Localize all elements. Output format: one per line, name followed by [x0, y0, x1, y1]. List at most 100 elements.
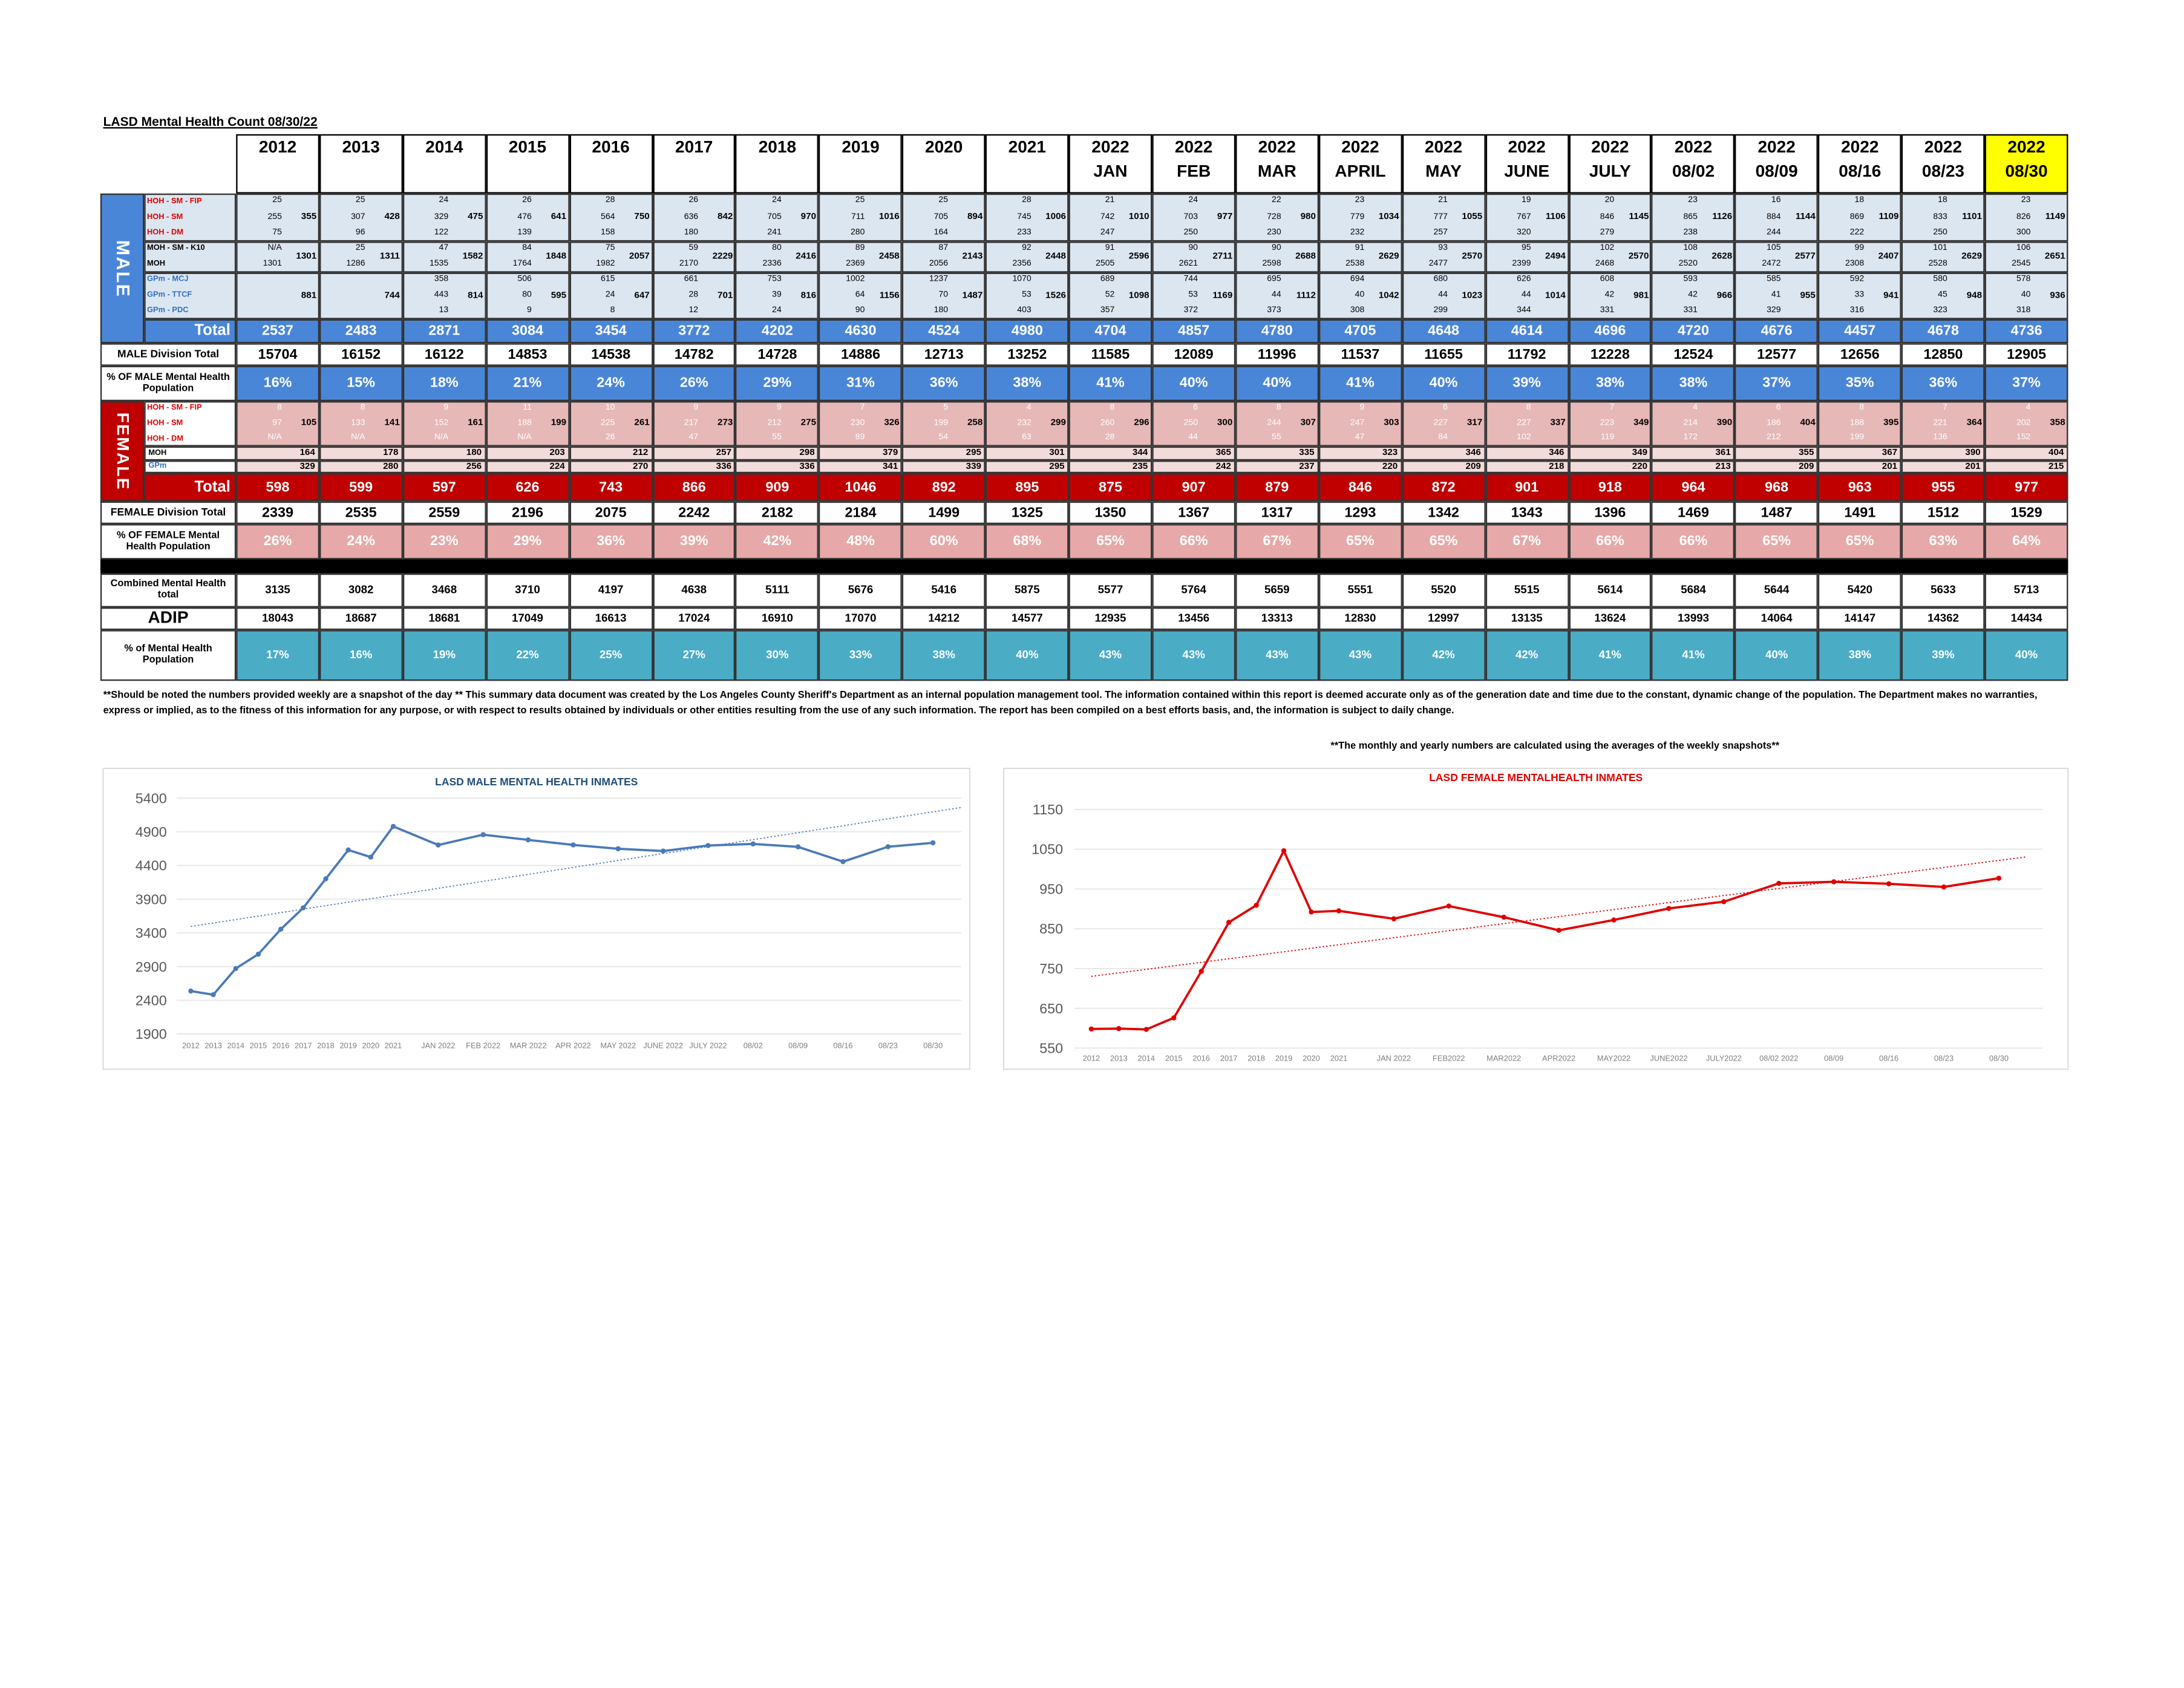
sub-value: 11 [523, 404, 532, 413]
x-tick-label: 2015 [250, 1041, 267, 1050]
data-point [1886, 881, 1892, 886]
group-sum: 404 [1800, 419, 1816, 429]
sub-value: 97 [272, 419, 282, 428]
sub-value: 93 [1438, 244, 1448, 254]
value-cell: 11585 [1068, 343, 1152, 366]
value-cell: 12524 [1652, 343, 1735, 366]
value-cell: 5713 [1984, 573, 2068, 607]
header-cell [1235, 134, 1319, 194]
value-cell: 846 [1318, 473, 1402, 502]
sub-value: 26 [605, 434, 615, 443]
value-cell: 599 [319, 473, 403, 502]
sub-value: 80 [772, 244, 782, 254]
sub-value: 8 [1276, 404, 1281, 413]
header-cell [319, 134, 403, 194]
sub-value: 742 [1100, 212, 1115, 221]
data-point [233, 966, 238, 972]
sub-value: 244 [1267, 419, 1281, 428]
chart-frame [102, 768, 970, 1070]
group-cell [486, 193, 569, 242]
data-point [1281, 848, 1287, 854]
group-cell [402, 401, 486, 447]
value-cell: 29% [736, 365, 819, 402]
sub-value: 33 [1854, 291, 1865, 300]
x-tick-label: JUNE2022 [1650, 1053, 1687, 1062]
sub-value: 232 [1017, 419, 1032, 428]
sub-value: 308 [1350, 307, 1365, 316]
value-cell: 4678 [1901, 319, 1985, 344]
value-cell: 2184 [819, 501, 903, 525]
value-cell: 3468 [402, 573, 486, 607]
x-tick-label: JUNE 2022 [643, 1041, 683, 1050]
sub-value: 2621 [1179, 260, 1198, 269]
group-sum: 2570 [1462, 252, 1483, 262]
sub-value: 331 [1683, 307, 1698, 316]
value-cell: 341 [819, 459, 903, 474]
group-sum: 2629 [1378, 252, 1399, 262]
group-cell [1901, 193, 1985, 242]
group-cell [402, 241, 486, 273]
sub-value: 28 [1022, 197, 1032, 206]
data-point [660, 848, 666, 854]
value-cell: 39% [1901, 630, 1985, 681]
data-point [1391, 916, 1397, 921]
chart-title: LASD MALE MENTAL HEALTH INMATES [435, 776, 638, 788]
sub-value: 6 [1193, 404, 1198, 413]
value-cell: 11792 [1485, 343, 1569, 366]
value-cell: 213 [1652, 459, 1735, 474]
data-point [255, 951, 261, 957]
group-sum: 1145 [1629, 212, 1649, 223]
x-tick-label: 08/02 2022 [1759, 1053, 1798, 1062]
value-cell: 41% [1652, 630, 1735, 681]
value-cell: 1396 [1568, 501, 1652, 525]
sub-value: 20 [1604, 197, 1615, 206]
sub-value: 244 [1767, 229, 1781, 238]
group-cell [1485, 193, 1569, 242]
data-point [1501, 914, 1506, 920]
x-tick-label: 2018 [317, 1041, 335, 1050]
value-cell: 37% [1734, 365, 1819, 402]
value-cell: 43% [1152, 630, 1235, 681]
row-sublabel: GPm - MCJ [147, 276, 189, 285]
sub-value: 2528 [1928, 260, 1947, 269]
sub-value: 2598 [1262, 260, 1281, 269]
group-cell [402, 193, 486, 242]
sub-value: 2308 [1845, 260, 1865, 269]
sub-value: 25 [355, 244, 365, 254]
sub-value: 64 [855, 291, 865, 300]
value-cell: 4638 [652, 573, 736, 607]
row-sublabel: MOH [147, 260, 166, 269]
value-cell: 14362 [1901, 607, 1985, 630]
sub-value: 744 [1183, 275, 1198, 284]
sub-value: 75 [605, 244, 615, 254]
value-cell: 346 [1402, 446, 1485, 460]
sub-value: 1301 [263, 260, 282, 269]
value-cell: 14886 [819, 343, 903, 366]
sub-value: 2505 [1096, 260, 1115, 269]
sub-value: 41 [1771, 291, 1781, 300]
group-cell [1402, 193, 1485, 242]
section-band: FEMALE [100, 401, 145, 502]
group-cell [1984, 193, 2068, 242]
x-tick-label: JULY2022 [1706, 1053, 1742, 1062]
group-cell [1402, 241, 1485, 273]
value-cell: 21% [486, 365, 569, 402]
value-cell: 16122 [402, 343, 486, 366]
group-cell [819, 272, 903, 319]
sub-value: 615 [601, 275, 615, 284]
sub-value: 745 [1017, 212, 1032, 221]
sub-value: 10 [605, 404, 615, 413]
row-label: GPm [144, 459, 237, 474]
header-cell [986, 134, 1069, 194]
group-sum: 948 [1966, 290, 1983, 301]
sub-value: 40 [2021, 291, 2031, 300]
header-year: 2017 [675, 137, 713, 158]
sub-value: 2472 [1762, 260, 1781, 269]
x-tick-label: 2020 [1303, 1053, 1320, 1062]
header-cell [1318, 134, 1402, 194]
header-year: 2022 [2007, 137, 2045, 158]
group-sum: 1098 [1128, 290, 1149, 301]
sub-value: 230 [1267, 229, 1281, 238]
header-cell [1402, 134, 1485, 194]
value-cell: 336 [652, 459, 736, 474]
